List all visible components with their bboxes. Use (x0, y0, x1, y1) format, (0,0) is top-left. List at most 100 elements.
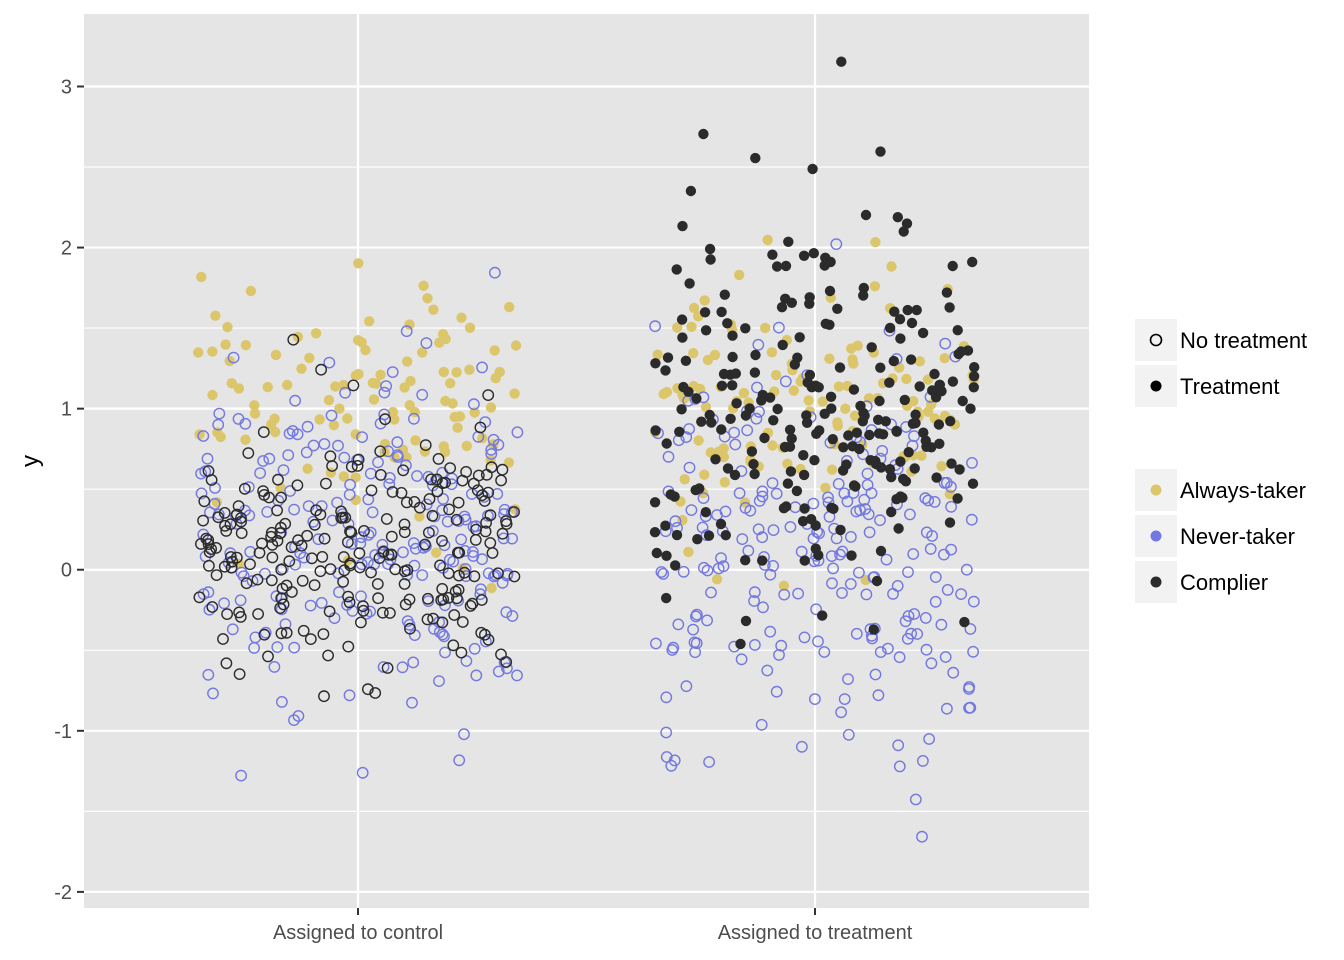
point-complier (650, 358, 661, 369)
point-never-taker (698, 561, 710, 574)
point-complier (495, 648, 507, 661)
point-complier (895, 333, 906, 344)
point-complier (233, 606, 246, 619)
point-complier (677, 220, 688, 232)
point-complier (886, 506, 897, 518)
point-never-taker (288, 641, 301, 654)
point-always-taker (824, 353, 835, 364)
point-never-taker (257, 455, 269, 467)
point-complier (934, 438, 945, 449)
point-complier (692, 534, 703, 545)
point-never-taker (489, 569, 502, 581)
point-complier (482, 389, 495, 401)
point-complier (419, 538, 431, 551)
point-always-taker (350, 472, 361, 483)
x-axis: Assigned to control Assigned to treatment (273, 908, 913, 944)
point-complier (449, 585, 462, 598)
point-complier (684, 278, 695, 289)
point-complier (265, 526, 278, 539)
point-complier (858, 290, 869, 301)
point-never-taker (899, 615, 912, 628)
point-never-taker (332, 439, 344, 452)
point-never-taker (728, 426, 740, 439)
point-complier (933, 419, 945, 430)
point-complier (287, 333, 300, 346)
point-never-taker (751, 381, 763, 394)
point-always-taker (762, 234, 773, 246)
point-complier (351, 459, 364, 472)
point-complier (244, 558, 256, 571)
point-never-taker (662, 450, 675, 463)
point-never-taker (685, 504, 698, 516)
point-never-taker (838, 693, 851, 705)
point-always-taker (464, 322, 476, 333)
point-always-taker (719, 477, 730, 488)
point-never-taker (945, 500, 957, 513)
point-complier (304, 633, 317, 645)
point-never-taker (376, 538, 389, 551)
point-never-taker (460, 655, 473, 667)
point-always-taker (738, 387, 750, 399)
point-never-taker (925, 657, 938, 670)
point-never-taker (911, 628, 924, 640)
point-complier (456, 616, 469, 628)
point-never-taker (660, 691, 673, 704)
point-always-taker (193, 347, 204, 358)
point-never-taker (711, 509, 723, 521)
point-never-taker (315, 597, 328, 609)
point-never-taker (436, 628, 449, 641)
point-complier (649, 497, 661, 508)
point-never-taker (438, 630, 450, 643)
point-always-taker (461, 440, 472, 452)
point-always-taker (477, 433, 488, 444)
point-complier (474, 421, 487, 434)
point-never-taker (420, 498, 433, 511)
point-never-taker (696, 521, 709, 534)
point-never-taker (822, 491, 834, 504)
point-never-taker (289, 558, 302, 571)
point-complier (508, 570, 521, 583)
point-complier (314, 508, 327, 521)
point-never-taker (197, 430, 210, 442)
point-never-taker (476, 361, 488, 374)
point-complier (395, 486, 408, 499)
point-never-taker (683, 461, 696, 474)
point-complier (947, 260, 958, 272)
point-complier (877, 429, 889, 440)
point-never-taker (748, 595, 760, 607)
point-complier (341, 536, 354, 549)
point-complier (335, 505, 347, 518)
point-never-taker (506, 610, 519, 622)
point-never-taker (683, 423, 695, 435)
point-complier (202, 559, 215, 572)
point-complier (889, 306, 900, 317)
point-complier (884, 377, 895, 388)
point-always-taker (334, 403, 345, 414)
point-always-taker (510, 340, 522, 351)
point-never-taker (784, 521, 797, 533)
point-complier (893, 523, 904, 534)
point-complier (901, 218, 913, 229)
point-never-taker (892, 739, 905, 752)
point-complier (952, 493, 963, 504)
point-complier (836, 56, 847, 67)
point-never-taker (891, 580, 904, 592)
point-never-taker (923, 733, 935, 745)
point-complier (817, 610, 828, 621)
point-complier (735, 638, 746, 650)
point-never-taker (874, 646, 887, 658)
legend-label: No treatment (1180, 328, 1307, 353)
point-complier (794, 332, 805, 343)
point-complier (884, 464, 896, 475)
point-never-taker (865, 487, 878, 499)
legend-filled-circle-icon (1150, 380, 1162, 392)
point-complier (767, 249, 778, 260)
point-always-taker (417, 347, 428, 358)
point-complier (730, 368, 741, 379)
point-complier (324, 450, 337, 463)
point-complier (322, 649, 334, 662)
point-always-taker (440, 395, 451, 407)
point-never-taker (920, 643, 933, 656)
point-complier (706, 417, 717, 428)
point-never-taker (812, 635, 824, 648)
